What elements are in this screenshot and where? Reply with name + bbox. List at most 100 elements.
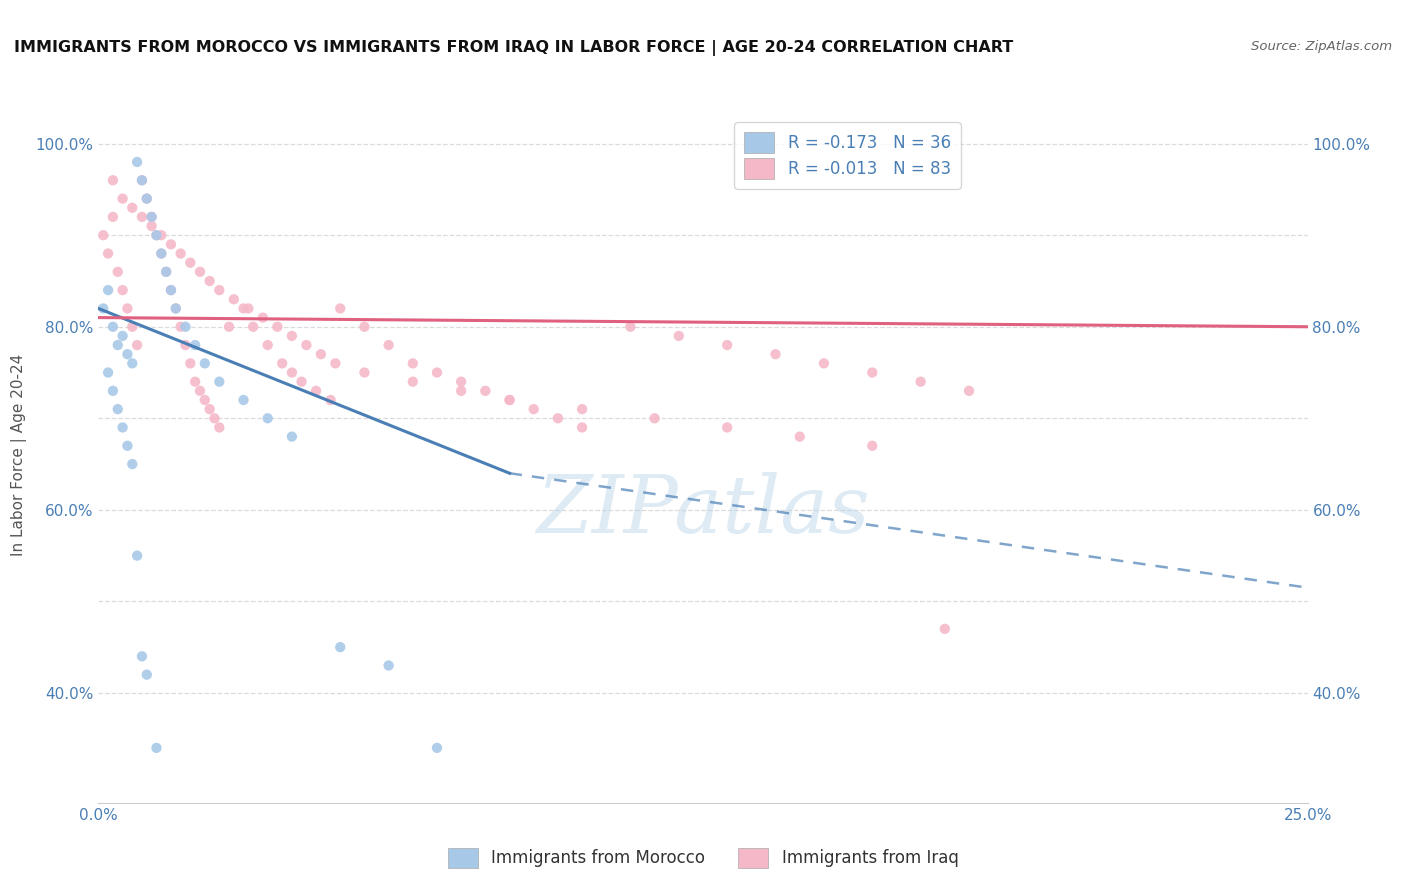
Point — [644, 411, 666, 425]
Point — [121, 319, 143, 334]
Point — [498, 392, 520, 407]
Point — [131, 173, 153, 187]
Point — [107, 338, 129, 352]
Point — [145, 228, 167, 243]
Point — [91, 301, 114, 316]
Point — [188, 384, 211, 398]
Point — [127, 155, 149, 169]
Point — [135, 667, 157, 681]
Point — [101, 173, 124, 187]
Point — [101, 384, 124, 398]
Point — [179, 255, 201, 269]
Point — [498, 392, 520, 407]
Point — [329, 640, 352, 655]
Point — [121, 356, 143, 370]
Point — [131, 173, 153, 187]
Text: IMMIGRANTS FROM MOROCCO VS IMMIGRANTS FROM IRAQ IN LABOR FORCE | AGE 20-24 CORRE: IMMIGRANTS FROM MOROCCO VS IMMIGRANTS FR… — [14, 40, 1014, 56]
Point — [127, 549, 149, 563]
Point — [716, 338, 738, 352]
Point — [165, 301, 187, 316]
Point — [160, 237, 183, 252]
Point — [353, 319, 375, 334]
Point — [860, 439, 883, 453]
Point — [198, 274, 221, 288]
Point — [131, 210, 153, 224]
Point — [377, 338, 399, 352]
Point — [135, 192, 157, 206]
Point — [198, 402, 221, 417]
Point — [281, 329, 304, 343]
Point — [150, 246, 173, 260]
Point — [242, 319, 264, 334]
Point — [450, 384, 472, 398]
Point — [319, 392, 342, 407]
Point — [160, 283, 183, 297]
Point — [111, 329, 134, 343]
Point — [281, 366, 304, 380]
Point — [141, 219, 163, 233]
Point — [305, 384, 328, 398]
Point — [238, 301, 260, 316]
Point — [402, 356, 425, 370]
Point — [121, 201, 143, 215]
Point — [155, 265, 177, 279]
Point — [957, 384, 980, 398]
Point — [281, 429, 304, 443]
Point — [97, 366, 120, 380]
Point — [571, 402, 593, 417]
Point — [111, 420, 134, 434]
Point — [117, 347, 139, 361]
Point — [169, 246, 191, 260]
Point — [145, 740, 167, 755]
Point — [107, 265, 129, 279]
Point — [252, 310, 274, 325]
Point — [141, 210, 163, 224]
Point — [232, 301, 254, 316]
Point — [256, 338, 278, 352]
Text: ZIPatlas: ZIPatlas — [536, 472, 870, 549]
Point — [619, 319, 641, 334]
Point — [131, 649, 153, 664]
Point — [789, 429, 811, 443]
Point — [523, 402, 546, 417]
Point — [97, 283, 120, 297]
Point — [150, 228, 173, 243]
Point — [377, 658, 399, 673]
Point — [402, 375, 425, 389]
Point — [426, 740, 449, 755]
Point — [765, 347, 787, 361]
Point — [290, 375, 312, 389]
Point — [204, 411, 226, 425]
Point — [256, 411, 278, 425]
Point — [101, 210, 124, 224]
Point — [716, 420, 738, 434]
Point — [474, 384, 496, 398]
Point — [141, 210, 163, 224]
Point — [165, 301, 187, 316]
Point — [107, 402, 129, 417]
Point — [450, 375, 472, 389]
Point — [668, 329, 690, 343]
Point — [127, 338, 149, 352]
Point — [426, 366, 449, 380]
Legend: Immigrants from Morocco, Immigrants from Iraq: Immigrants from Morocco, Immigrants from… — [441, 841, 965, 875]
Point — [145, 228, 167, 243]
Point — [97, 246, 120, 260]
Point — [150, 246, 173, 260]
Point — [309, 347, 332, 361]
Point — [111, 192, 134, 206]
Point — [174, 319, 197, 334]
Point — [184, 375, 207, 389]
Point — [160, 283, 183, 297]
Point — [101, 319, 124, 334]
Point — [121, 457, 143, 471]
Point — [91, 228, 114, 243]
Point — [910, 375, 932, 389]
Point — [813, 356, 835, 370]
Point — [188, 265, 211, 279]
Point — [266, 319, 288, 334]
Point — [232, 392, 254, 407]
Point — [571, 420, 593, 434]
Point — [111, 283, 134, 297]
Point — [222, 293, 245, 307]
